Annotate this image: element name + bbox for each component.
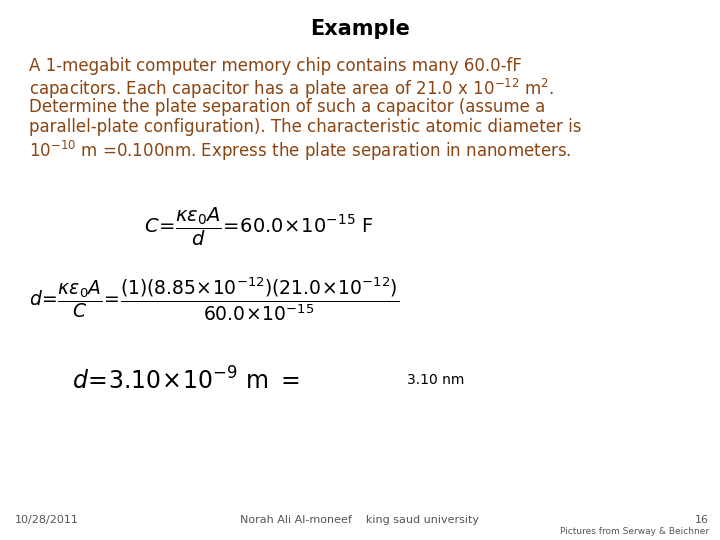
Text: $d\!=\!\dfrac{\kappa\varepsilon_0 A}{C}\!=\!\dfrac{(1)(8.85\!\times\!10^{-12})(2: $d\!=\!\dfrac{\kappa\varepsilon_0 A}{C}\… — [29, 275, 399, 323]
Text: Norah Ali Al-moneef    king saud university: Norah Ali Al-moneef king saud university — [240, 515, 480, 525]
Text: $d\!=\!3.10\!\times\!10^{-9}\ \mathrm{m}\ =$: $d\!=\!3.10\!\times\!10^{-9}\ \mathrm{m}… — [72, 367, 300, 394]
Text: $C\!=\!\dfrac{\kappa\varepsilon_0 A}{d}\!=\!60.0\!\times\!10^{-15}\ \mathrm{F}$: $C\!=\!\dfrac{\kappa\varepsilon_0 A}{d}\… — [144, 205, 374, 247]
Text: Pictures from Serway & Beichner: Pictures from Serway & Beichner — [560, 526, 709, 536]
Text: 16: 16 — [696, 515, 709, 525]
Text: Example: Example — [310, 19, 410, 39]
Text: 10$^{-10}$ m =0.100nm. Express the plate separation in nanometers.: 10$^{-10}$ m =0.100nm. Express the plate… — [29, 139, 571, 163]
Text: Determine the plate separation of such a capacitor (assume a: Determine the plate separation of such a… — [29, 98, 545, 116]
Text: 3.10 nm: 3.10 nm — [407, 373, 464, 387]
Text: parallel-plate configuration). The characteristic atomic diameter is: parallel-plate configuration). The chara… — [29, 118, 581, 136]
Text: capacitors. Each capacitor has a plate area of 21.0 x 10$^{-12}$ m$^{2}$.: capacitors. Each capacitor has a plate a… — [29, 77, 554, 102]
Text: 10/28/2011: 10/28/2011 — [14, 515, 78, 525]
Text: A 1-megabit computer memory chip contains many 60.0-fF: A 1-megabit computer memory chip contain… — [29, 57, 522, 75]
